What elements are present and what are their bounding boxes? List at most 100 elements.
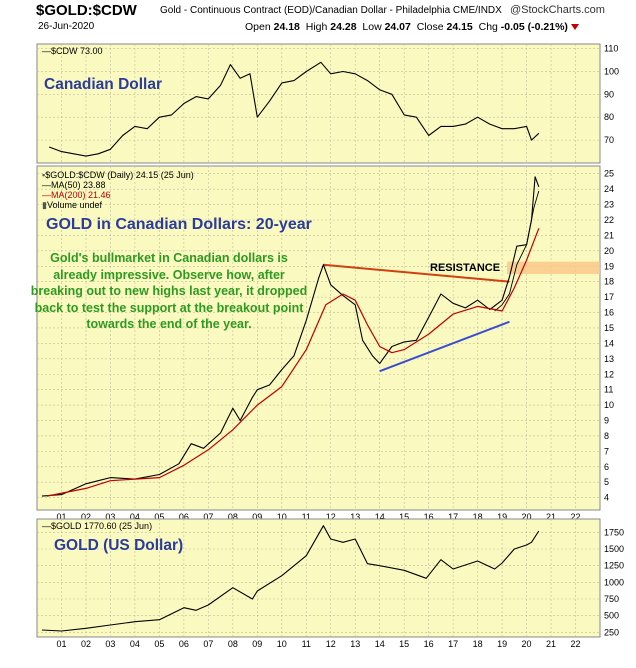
chart-date: 26-Jun-2020: [38, 21, 95, 32]
goldusd-xtick-label: 20: [522, 639, 532, 649]
goldusd-panel-bg: [36, 518, 601, 638]
goldusd-xtick-label: 02: [81, 639, 91, 649]
goldusd-ytick-label: 1750: [604, 527, 624, 537]
goldusd-xtick-label: 11: [302, 639, 311, 649]
goldusd-xtick-label: 08: [228, 639, 238, 649]
stockcharts-logo[interactable]: @StockCharts.com: [510, 4, 605, 16]
goldcad-xtick-label: 09: [252, 512, 262, 522]
goldusd-xtick-label: 09: [252, 639, 262, 649]
goldcad-ytick-label: 20: [604, 246, 614, 256]
goldusd-xtick-label: 22: [571, 639, 581, 649]
goldusd-xtick-label: 06: [179, 639, 189, 649]
goldcad-xtick-label: 20: [522, 512, 532, 522]
cad-panel-bg: [36, 43, 601, 164]
goldcad-legend-volume: ▮Volume undef: [42, 200, 102, 210]
goldusd-xtick-label: 18: [473, 639, 483, 649]
goldcad-panel-bg: [36, 165, 601, 511]
goldcad-xtick-label: 01: [56, 512, 66, 522]
goldcad-legend-ma50: —MA(50) 23.88: [42, 180, 106, 190]
goldusd-xtick-label: 13: [350, 639, 360, 649]
goldusd-xtick-label: 12: [326, 639, 336, 649]
goldusd-xtick-label: 07: [203, 639, 213, 649]
goldusd-xtick-label: 04: [130, 639, 140, 649]
goldusd-xtick-label: 05: [154, 639, 164, 649]
goldusd-xtick-label: 21: [546, 639, 556, 649]
goldcad-ytick-label: 8: [604, 431, 609, 441]
goldcad-ytick-label: 16: [604, 308, 614, 318]
goldusd-xtick-label: 03: [105, 639, 115, 649]
goldcad-xtick-label: 11: [302, 512, 311, 522]
goldcad-ytick-label: 14: [604, 338, 614, 348]
goldcad-ytick-label: 15: [604, 323, 614, 333]
goldusd-ytick-label: 1250: [604, 561, 624, 571]
cad-ytick-label: 80: [604, 112, 614, 122]
goldcad-xtick-label: 04: [130, 512, 140, 522]
goldcad-xtick-label: 19: [497, 512, 507, 522]
goldcad-xtick-label: 14: [375, 512, 385, 522]
goldusd-ytick-label: 250: [604, 627, 619, 637]
goldcad-xtick-label: 02: [81, 512, 91, 522]
cad-legend: —$CDW 73.00: [42, 46, 103, 56]
goldcad-xtick-label: 03: [105, 512, 115, 522]
goldcad-xtick-label: 18: [473, 512, 483, 522]
goldcad-xtick-label: 06: [179, 512, 189, 522]
goldcad-xtick-label: 15: [399, 512, 409, 522]
goldusd-ytick-label: 750: [604, 594, 619, 604]
goldusd-ytick-label: 500: [604, 611, 619, 621]
goldcad-ytick-label: 4: [604, 493, 609, 503]
goldcad-ytick-label: 10: [604, 400, 614, 410]
goldusd-ytick-label: 1000: [604, 577, 624, 587]
goldusd-ytick-label: 1500: [604, 544, 624, 554]
goldusd-xtick-label: 14: [375, 639, 385, 649]
commentary-note: Gold's bullmarket in Canadian dollars is…: [30, 251, 308, 331]
goldusd-xtick-label: 17: [448, 639, 458, 649]
goldcad-ytick-label: 9: [604, 416, 609, 426]
goldcad-ytick-label: 17: [604, 292, 614, 302]
goldcad-xtick-label: 16: [424, 512, 434, 522]
goldcad-ytick-label: 23: [604, 200, 614, 210]
goldusd-xtick-label: 19: [497, 639, 507, 649]
cad-ytick-label: 100: [604, 66, 619, 76]
goldusd-xtick-label: 15: [399, 639, 409, 649]
goldcad-ytick-label: 6: [604, 462, 609, 472]
goldcad-ytick-label: 25: [604, 169, 614, 179]
goldcad-ytick-label: 19: [604, 261, 614, 271]
goldcad-ytick-label: 7: [604, 446, 609, 456]
goldcad-xtick-label: 21: [546, 512, 556, 522]
goldcad-ytick-label: 21: [604, 230, 614, 240]
goldcad-legend-ma200: —MA(200) 21.46: [42, 190, 111, 200]
goldcad-series-ma-200: [46, 228, 540, 497]
goldcad-legend-main: ▪$GOLD:$CDW (Daily) 24.15 (25 Jun): [42, 170, 194, 180]
goldcad-ytick-label: 18: [604, 277, 614, 287]
goldcad-ytick-label: 24: [604, 184, 614, 194]
cad-panel-title: Canadian Dollar: [44, 76, 162, 93]
goldcad-ytick-label: 11: [604, 385, 613, 395]
goldcad-panel-title: GOLD in Canadian Dollars: 20-year: [46, 216, 312, 233]
goldcad-xtick-label: 05: [154, 512, 164, 522]
goldcad-ytick-label: 22: [604, 215, 614, 225]
cad-series-cdw: [49, 61, 540, 157]
goldcad-xtick-label: 08: [228, 512, 238, 522]
down-arrow-icon: [570, 24, 579, 31]
goldcad-xtick-label: 12: [326, 512, 336, 522]
cad-ytick-label: 70: [604, 135, 614, 145]
goldusd-legend: —$GOLD 1770.60 (25 Jun): [42, 521, 153, 531]
goldcad-ytick-label: 13: [604, 354, 614, 364]
cad-ytick-label: 90: [604, 89, 614, 99]
goldusd-xtick-label: 10: [277, 639, 287, 649]
resistance-label: RESISTANCE: [430, 262, 501, 274]
goldcad-ytick-label: 12: [604, 369, 614, 379]
goldcad-series-gold-cdw-daily: [41, 176, 540, 497]
goldcad-xtick-label: 17: [448, 512, 458, 522]
ohlc-readout: Open 24.18 High 24.28 Low 24.07 Close 24…: [245, 21, 579, 33]
cad-ytick-label: 110: [604, 44, 618, 54]
support-trendline: [379, 320, 510, 373]
symbol-title: $GOLD:$CDW: [36, 2, 137, 19]
goldcad-xtick-label: 22: [571, 512, 581, 522]
goldusd-panel-title: GOLD (US Dollar): [54, 537, 184, 554]
goldusd-series-gold: [41, 525, 540, 632]
goldusd-xtick-label: 16: [424, 639, 434, 649]
symbol-description: Gold - Continuous Contract (EOD)/Canadia…: [160, 5, 502, 16]
resistance-trendline: [323, 263, 510, 283]
